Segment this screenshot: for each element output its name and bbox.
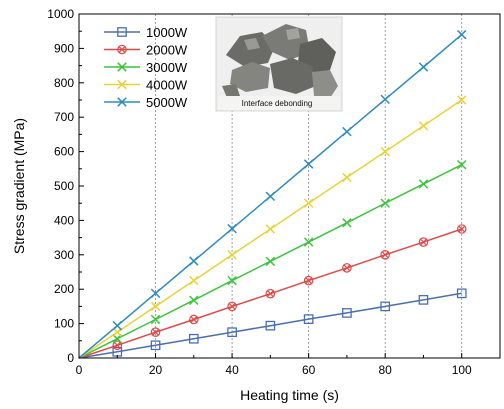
data-point-5000W [150,288,161,299]
legend-marker-5000W [117,97,127,107]
data-point-3000W [380,198,390,208]
data-point-3000W [418,179,429,189]
x-axis-title: Heating time (s) [240,387,339,403]
data-point-2000W [342,263,352,273]
data-point-3000W [342,218,352,228]
data-point-4000W [227,250,237,260]
y-tick-label: 800 [54,76,74,90]
rock-fragments-icon [218,24,340,110]
x-tick-label: 20 [149,363,163,377]
legend-marker-4000W [117,79,127,90]
data-point-5000W [303,159,314,169]
data-point-2000W [380,250,390,260]
data-point-1000W [418,295,429,305]
y-axis-ticks: 0 100 200 300 400 500 600 700 800 900 1000 [47,7,84,365]
inset-caption: Interface debonding [242,99,313,108]
data-point-3000W [227,275,237,286]
data-point-2000W [227,301,237,312]
y-tick-label: 600 [54,145,74,159]
data-point-2000W [150,327,161,337]
y-axis-title: Stress gradient (MPa) [11,118,27,254]
data-point-4000W [265,224,276,234]
data-point-3000W [150,314,161,325]
data-point-2000W [418,237,429,247]
legend-marker-3000W [117,62,127,72]
data-point-1000W [227,327,237,338]
data-point-1000W [380,301,391,312]
data-point-5000W [418,62,429,72]
x-tick-label: 40 [225,363,239,377]
data-point-3000W [456,159,467,170]
data-point-5000W [112,320,123,331]
data-point-1000W [303,314,314,324]
data-point-4000W [303,198,314,208]
data-point-4000W [342,172,352,183]
data-point-1000W [456,288,467,299]
y-tick-label: 300 [54,248,74,262]
x-tick-label: 100 [452,363,472,377]
legend-marker-2000W [117,44,127,55]
data-point-5000W [342,126,352,137]
legend: 1000W 2000W 3000W 4000W 5000W [104,25,188,110]
legend-label-5000W: 5000W [146,95,188,110]
data-point-3000W [189,295,199,305]
data-point-2000W [303,275,314,286]
x-axis-ticks: 0 20 40 60 80 100 [76,353,472,377]
x-tick-label: 80 [379,363,393,377]
legend-label-3000W: 3000W [146,60,188,75]
data-point-1000W [342,308,352,318]
data-point-2000W [265,288,276,299]
data-point-1000W [150,340,161,351]
legend-label-4000W: 4000W [146,78,188,93]
y-tick-label: 200 [54,282,74,296]
data-point-4000W [150,301,161,312]
series-line-1000W [78,292,462,359]
data-point-5000W [227,223,237,234]
legend-label-1000W: 1000W [146,25,188,40]
data-point-5000W [456,29,467,40]
y-tick-label: 400 [54,213,74,227]
data-point-4000W [418,121,429,131]
x-tick-label: 60 [302,363,316,377]
series-markers [112,29,467,357]
y-tick-label: 0 [67,351,74,365]
y-tick-label: 900 [54,41,74,55]
y-tick-label: 100 [54,317,74,331]
data-point-3000W [303,237,314,247]
data-point-5000W [189,256,199,266]
data-point-2000W [189,314,199,325]
data-point-2000W [456,224,467,234]
data-point-4000W [456,95,467,105]
data-point-4000W [189,275,199,286]
legend-label-2000W: 2000W [146,43,188,58]
y-tick-label: 700 [54,110,74,124]
data-point-2000W [112,340,123,351]
data-point-5000W [380,94,390,105]
inset-photo: Interface debonding [215,16,343,112]
data-point-1000W [265,320,276,331]
legend-marker-1000W [117,27,127,37]
data-point-4000W [380,146,390,157]
data-point-5000W [265,191,276,202]
data-point-1000W [188,333,199,344]
x-tick-label: 0 [76,363,83,377]
data-point-3000W [265,256,276,267]
y-tick-label: 1000 [47,7,74,21]
y-tick-label: 500 [54,179,74,193]
